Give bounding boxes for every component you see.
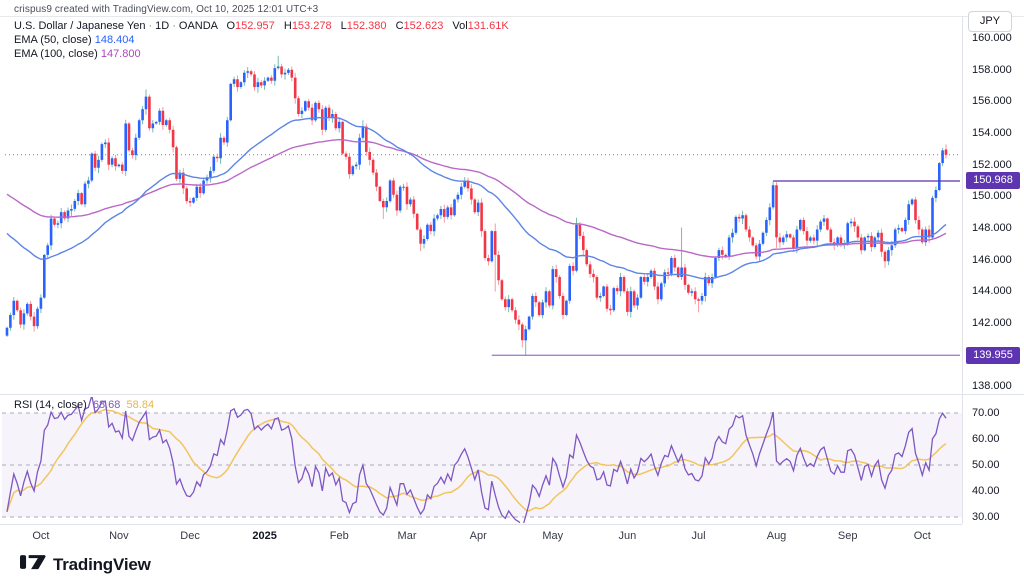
high-value: 153.278 (291, 20, 332, 32)
price-tick-label: 160.000 (972, 32, 1012, 44)
time-axis-label: Apr (469, 530, 487, 542)
price-tick-label: 146.000 (972, 253, 1012, 266)
price-tick-label: 142.000 (972, 316, 1012, 329)
symbol-legend: U.S. Dollar / Japanese Yen · 1D · OANDA O152… (14, 20, 509, 62)
tradingview-icon (20, 552, 46, 577)
ema100-label: EMA (100, close) (14, 48, 98, 60)
rsi-tick-label: 70.00 (972, 407, 1000, 419)
interval-label[interactable]: 1D (155, 20, 170, 32)
separator-dot: · (172, 20, 176, 32)
ema100-row[interactable]: EMA (100, close) 147.800 (14, 48, 509, 61)
rsi-ma-value: 58.84 (126, 399, 155, 411)
tradingview-logo[interactable]: TradingView (20, 552, 151, 577)
price-tick-label: 152.000 (972, 158, 1012, 171)
ema50-value: 148.404 (94, 34, 135, 46)
close-letter: C (395, 20, 404, 32)
exchange-label: OANDA (178, 20, 218, 32)
attribution-bar: crispus9 created with TradingView.com, O… (14, 4, 319, 15)
time-axis[interactable]: Oct Nov Dec 2025 Feb Mar Apr May Jun Jul Aug Sep Oct (0, 524, 962, 547)
price-axis[interactable]: 160.000 158.000 156.000 154.000 152.000 150.0… (962, 0, 1024, 396)
price-tick-label: 138.000 (972, 380, 1012, 393)
time-axis-label: Jul (691, 530, 706, 542)
price-level-badge: 150.968 (966, 172, 1020, 190)
volume-value: 131.61K (467, 20, 509, 32)
rsi-axis[interactable]: 70.00 60.00 50.00 40.00 30.00 (962, 396, 1024, 526)
high-letter: H (283, 20, 292, 32)
time-axis-label: Feb (329, 530, 349, 542)
rsi-tick-label: 40.00 (972, 485, 1000, 497)
symbol-row: U.S. Dollar / Japanese Yen · 1D · OANDA O152… (14, 20, 509, 33)
currency-badge[interactable]: JPY (968, 11, 1012, 32)
time-axis-label: Oct (32, 530, 50, 542)
separator-dot: · (148, 20, 153, 32)
price-tick-label: 154.000 (972, 126, 1012, 139)
price-tick-label: 150.000 (972, 190, 1012, 203)
rsi-legend[interactable]: RSI (14, close) 68.68 58.84 (14, 399, 154, 411)
time-axis-label: Dec (180, 530, 200, 542)
time-axis-label: Nov (109, 530, 129, 542)
time-axis-label: Sep (837, 530, 858, 542)
open-letter: O (226, 20, 236, 32)
volume-label: Vol (452, 20, 468, 32)
close-value: 152.623 (403, 20, 444, 32)
top-divider (0, 16, 1024, 17)
low-value: 152.380 (346, 20, 387, 32)
symbol-title[interactable]: U.S. Dollar / Japanese Yen (14, 20, 146, 32)
time-axis-label: Mar (397, 530, 417, 542)
time-axis-label: Jun (618, 530, 637, 542)
rsi-label: RSI (14, close) (14, 399, 87, 411)
tradingview-wordmark: TradingView (53, 554, 151, 574)
ema50-row[interactable]: EMA (50, close) 148.404 (14, 34, 509, 47)
price-level-badge: 139.955 (966, 346, 1020, 364)
ema100-value: 147.800 (100, 48, 141, 60)
time-axis-label: Oct (913, 530, 931, 542)
rsi-tick-label: 30.00 (972, 511, 1000, 523)
open-value: 152.957 (235, 20, 275, 32)
rsi-tick-label: 50.00 (972, 459, 1000, 471)
price-tick-label: 148.000 (972, 221, 1012, 234)
ema50-label: EMA (50, close) (14, 34, 92, 46)
price-tick-label: 158.000 (972, 63, 1012, 76)
rsi-value: 68.68 (92, 399, 121, 411)
time-axis-label: 2025 (252, 530, 277, 542)
rsi-tick-label: 60.00 (972, 433, 1000, 445)
low-letter: L (340, 20, 347, 32)
time-axis-label: Aug (766, 530, 787, 542)
time-axis-label: May (542, 530, 564, 542)
price-tick-label: 144.000 (972, 285, 1012, 298)
price-tick-label: 156.000 (972, 95, 1012, 108)
